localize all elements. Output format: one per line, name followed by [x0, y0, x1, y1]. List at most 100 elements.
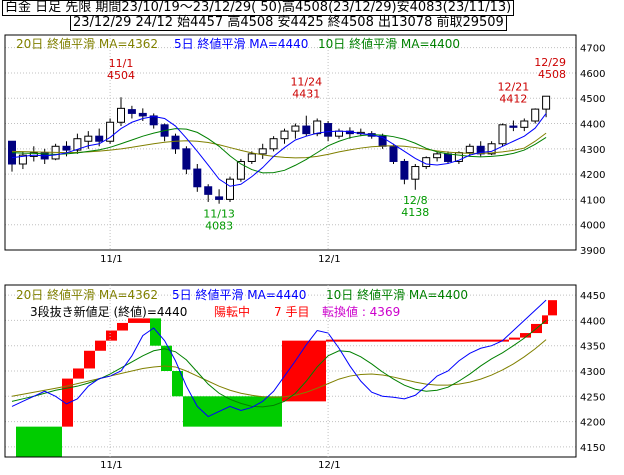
annotation-date: 11/24	[290, 76, 322, 89]
renko-steps: 7 手目	[274, 305, 309, 319]
annotation-value: 4138	[401, 206, 429, 219]
candle-body	[258, 148, 267, 155]
renko-conversion: 転換値 : 4369	[322, 304, 400, 319]
y-tick-label: 4200	[580, 170, 605, 181]
upper-ma-lines	[11, 113, 547, 187]
candle-body	[487, 143, 496, 155]
candle-body	[411, 166, 420, 180]
candle-body	[335, 130, 343, 137]
renko-block	[282, 340, 326, 402]
candle-body	[226, 178, 234, 200]
legend-lower-ma10: 10日 終値平滑 MA=4400	[326, 287, 468, 302]
y-tick-label: 4300	[580, 367, 605, 378]
y-tick-label: 4500	[580, 94, 605, 105]
y-tick-label: 4250	[580, 392, 605, 403]
renko-block	[326, 339, 509, 342]
renko-block	[520, 333, 531, 338]
y-tick-label: 3900	[580, 246, 605, 257]
renko-block	[84, 350, 95, 369]
legend-ma10: 10日 終値平滑 MA=4400	[318, 36, 460, 51]
x-tick-label: 12/1	[318, 254, 340, 265]
candle-body	[465, 145, 474, 154]
legend-ma5: 5日 終値平滑 MA=4440	[174, 36, 308, 51]
candle-body	[182, 148, 191, 170]
renko-block	[95, 340, 106, 351]
candle-body	[400, 160, 409, 180]
renko-block	[106, 330, 117, 341]
annotation-date: 11/13	[203, 208, 235, 221]
legend-ma20: 20日 終値平滑 MA=4362	[16, 36, 158, 51]
candle-body	[193, 168, 202, 188]
candle-body	[73, 138, 82, 151]
lower-ma-lines	[11, 299, 547, 418]
candle-body	[29, 152, 38, 157]
candle-body	[269, 138, 278, 150]
renko-block	[128, 318, 150, 323]
candle-body	[422, 157, 431, 168]
candle-body	[247, 153, 256, 162]
candle-body	[18, 154, 27, 165]
renko-block	[172, 371, 183, 397]
annotation-value: 4504	[107, 69, 135, 82]
candle-body	[236, 160, 245, 180]
renko-block	[150, 318, 161, 346]
candle-body	[127, 109, 136, 114]
annotation-date: 11/1	[109, 57, 134, 70]
candle-body	[280, 130, 289, 140]
renko-block	[62, 378, 73, 427]
chart-header-line2: 23/12/29 24/12 始4457 高4508 安4425 終4508 出…	[70, 15, 507, 31]
candle-body	[84, 135, 93, 142]
y-tick-label: 4100	[580, 195, 605, 206]
candle-body	[171, 135, 180, 150]
renko-block	[509, 337, 520, 340]
y-tick-label: 4450	[580, 291, 605, 302]
candle-body	[542, 95, 551, 110]
y-tick-label: 4300	[580, 145, 605, 156]
candle-body	[138, 112, 147, 117]
y-tick-label: 4200	[580, 418, 605, 429]
y-tick-label: 4700	[580, 44, 605, 55]
renko-block	[542, 315, 548, 324]
renko-block	[183, 396, 282, 427]
annotation-date: 12/21	[498, 80, 530, 93]
y-tick-label: 4150	[580, 443, 605, 454]
y-tick-label: 4000	[580, 221, 605, 232]
candle-body	[389, 145, 398, 162]
candle-body	[106, 121, 115, 142]
candle-body	[204, 186, 213, 195]
legend-lower-ma5: 5日 終値平滑 MA=4440	[172, 287, 306, 302]
candle-body	[444, 153, 452, 162]
y-tick-label: 4400	[580, 316, 605, 327]
candle-body	[291, 125, 300, 132]
renko-info: 3段抜き新値足 (終値)=4440	[30, 304, 187, 319]
upper-y-axis: 3900 4000 4100 4200 4300 4400 4500 4600 4700	[580, 44, 605, 257]
annotation-value: 4431	[292, 88, 320, 101]
lower-ma5-line	[11, 299, 547, 418]
renko-block	[161, 345, 172, 371]
ma20-line	[11, 132, 547, 159]
legend-lower-ma20: 20日 終値平滑 MA=4362	[16, 287, 158, 302]
candle-body	[95, 135, 104, 142]
candle-body	[62, 145, 71, 151]
candle-body	[215, 196, 224, 200]
y-tick-label: 4350	[580, 342, 605, 353]
lower-plot-frame	[4, 284, 577, 458]
annotation-value: 4508	[538, 68, 566, 81]
renko-block	[16, 426, 62, 457]
annotation-value: 4412	[499, 92, 527, 105]
y-tick-label: 4400	[580, 120, 605, 131]
upper-candles	[8, 95, 551, 204]
x-ticks: 11/1 11/1 12/1 12/1	[100, 254, 340, 471]
candle-body	[520, 120, 529, 128]
candle-body	[509, 125, 518, 128]
x-tick-label: 11/1	[100, 460, 122, 471]
candle-body	[531, 108, 540, 122]
candle-body	[476, 145, 485, 155]
annotation-date: 12/8	[403, 194, 428, 207]
annotation-value: 4083	[205, 220, 233, 233]
candle-body	[302, 125, 311, 135]
renko-block	[117, 322, 128, 331]
renko-block	[548, 300, 557, 316]
